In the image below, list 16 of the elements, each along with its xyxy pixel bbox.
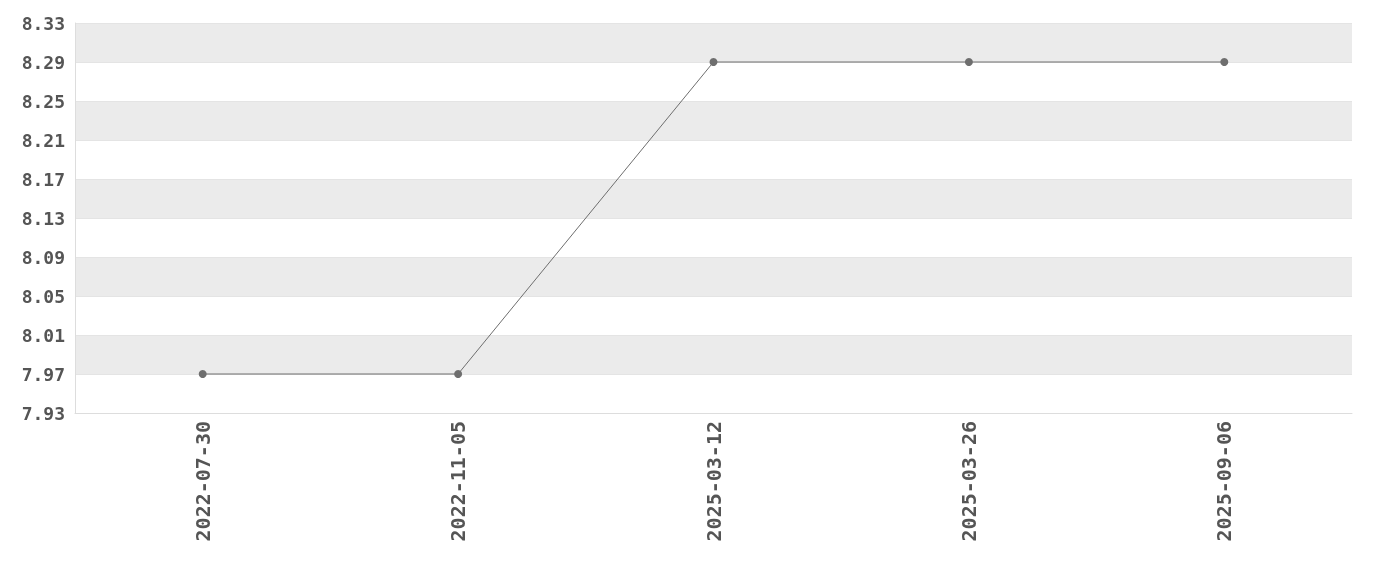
y-tick-label: 8.29 xyxy=(21,51,65,73)
x-tick-label: 2025-03-12 xyxy=(701,421,726,542)
y-tick-label: 8.13 xyxy=(21,207,65,229)
y-tick-label: 8.17 xyxy=(21,168,65,190)
y-tick-label: 7.93 xyxy=(21,402,65,424)
x-tick-label: 2025-03-26 xyxy=(956,421,981,542)
y-tick-label: 8.05 xyxy=(21,285,65,307)
y-tick-label: 7.97 xyxy=(21,363,65,385)
y-tick-label: 8.01 xyxy=(21,324,65,346)
y-tick-label: 8.09 xyxy=(21,246,65,268)
y-tick-label: 8.21 xyxy=(21,129,65,151)
y-tick-label: 8.25 xyxy=(21,90,65,112)
x-tick-label: 2025-09-06 xyxy=(1212,421,1237,542)
x-tick-label: 2022-07-30 xyxy=(190,421,215,542)
y-tick-label: 8.33 xyxy=(21,12,65,34)
x-tick-label: 2022-11-05 xyxy=(446,421,471,542)
